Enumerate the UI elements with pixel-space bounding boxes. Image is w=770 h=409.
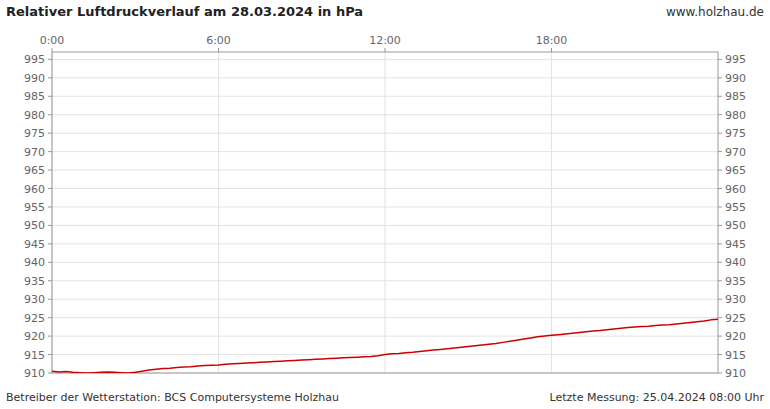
y-tick-right — [718, 59, 722, 60]
y-tick-label-right: 930 — [725, 293, 746, 306]
y-tick-label-right: 960 — [725, 183, 746, 196]
y-tick-label-right: 995 — [725, 53, 746, 66]
grid — [52, 52, 718, 373]
y-tick — [48, 96, 52, 97]
y-tick — [48, 77, 52, 78]
y-tick-right — [718, 114, 722, 115]
y-tick — [48, 299, 52, 300]
y-tick-label-right: 915 — [725, 349, 746, 362]
y-tick-label: 925 — [24, 312, 45, 325]
y-tick-label-right: 925 — [725, 312, 746, 325]
y-tick-label-right: 945 — [725, 238, 746, 251]
y-tick-label: 955 — [24, 201, 45, 214]
chart: Relativer Luftdruckverlauf am 28.03.2024… — [0, 0, 770, 409]
y-tick-label: 960 — [24, 183, 45, 196]
y-tick-label-right: 970 — [725, 146, 746, 159]
x-tick-label: 18:00 — [536, 34, 568, 47]
x-tick-label: 6:00 — [206, 34, 231, 47]
y-tick-right — [718, 373, 722, 374]
y-tick — [48, 114, 52, 115]
y-tick — [48, 151, 52, 152]
x-tick-label: 12:00 — [369, 34, 401, 47]
y-tick-label-right: 940 — [725, 256, 746, 269]
y-tick-label-right: 920 — [725, 330, 746, 343]
grid-line-x — [218, 52, 219, 373]
y-tick-label-right: 935 — [725, 275, 746, 288]
x-tick — [52, 48, 53, 52]
y-tick-label: 940 — [24, 256, 45, 269]
y-tick-label-right: 980 — [725, 109, 746, 122]
plot-frame — [52, 52, 718, 373]
footer-right: Letzte Messung: 25.04.2024 08:00 Uhr — [550, 391, 765, 404]
grid-line-x — [385, 52, 386, 373]
y-tick-label: 975 — [24, 127, 45, 140]
y-tick-label: 915 — [24, 349, 45, 362]
y-tick — [48, 59, 52, 60]
x-tick — [218, 48, 219, 52]
y-tick — [48, 243, 52, 244]
y-tick-label: 950 — [24, 219, 45, 232]
y-tick-label: 930 — [24, 293, 45, 306]
y-tick-right — [718, 170, 722, 171]
y-tick — [48, 336, 52, 337]
y-tick-right — [718, 243, 722, 244]
y-tick-label-right: 985 — [725, 90, 746, 103]
x-tick — [385, 48, 386, 52]
y-tick-label: 990 — [24, 72, 45, 85]
y-tick — [48, 170, 52, 171]
y-tick-label-right: 990 — [725, 72, 746, 85]
y-tick — [48, 317, 52, 318]
y-tick-label-right: 965 — [725, 164, 746, 177]
y-tick — [48, 133, 52, 134]
x-axis: 0:00 6:00 12:00 18:00 — [40, 34, 568, 52]
y-tick-label: 985 — [24, 90, 45, 103]
y-tick — [48, 262, 52, 263]
pressure-line — [52, 319, 718, 373]
y-tick — [48, 225, 52, 226]
x-tick — [551, 48, 552, 52]
series — [52, 319, 718, 373]
y-axis: 910 910 915 915 920 920 925 925 930 930 935 935 940 9… — [24, 53, 746, 380]
y-tick — [48, 206, 52, 207]
y-tick — [48, 373, 52, 374]
y-tick-right — [718, 96, 722, 97]
y-tick-label: 935 — [24, 275, 45, 288]
y-tick-label-right: 910 — [725, 367, 746, 380]
y-tick-right — [718, 151, 722, 152]
y-tick-right — [718, 206, 722, 207]
y-tick-right — [718, 262, 722, 263]
y-tick-label: 980 — [24, 109, 45, 122]
y-tick-right — [718, 280, 722, 281]
y-tick-right — [718, 299, 722, 300]
y-tick-label: 965 — [24, 164, 45, 177]
y-tick-label: 920 — [24, 330, 45, 343]
y-tick-label-right: 955 — [725, 201, 746, 214]
y-tick — [48, 354, 52, 355]
footer-left: Betreiber der Wetterstation: BCS Compute… — [6, 391, 339, 404]
y-tick-right — [718, 336, 722, 337]
y-tick-right — [718, 354, 722, 355]
y-tick-right — [718, 225, 722, 226]
y-tick — [48, 188, 52, 189]
url: www.holzhau.de — [666, 5, 764, 19]
y-tick-right — [718, 188, 722, 189]
y-tick-label: 910 — [24, 367, 45, 380]
y-tick-label: 970 — [24, 146, 45, 159]
y-tick-label-right: 950 — [725, 219, 746, 232]
y-tick — [48, 280, 52, 281]
grid-line-x — [551, 52, 552, 373]
y-tick-label: 945 — [24, 238, 45, 251]
y-tick-right — [718, 317, 722, 318]
y-tick-right — [718, 133, 722, 134]
title: Relativer Luftdruckverlauf am 28.03.2024… — [6, 4, 363, 19]
y-tick-label-right: 975 — [725, 127, 746, 140]
y-tick-label: 995 — [24, 53, 45, 66]
y-tick-right — [718, 77, 722, 78]
x-tick-label: 0:00 — [40, 34, 65, 47]
